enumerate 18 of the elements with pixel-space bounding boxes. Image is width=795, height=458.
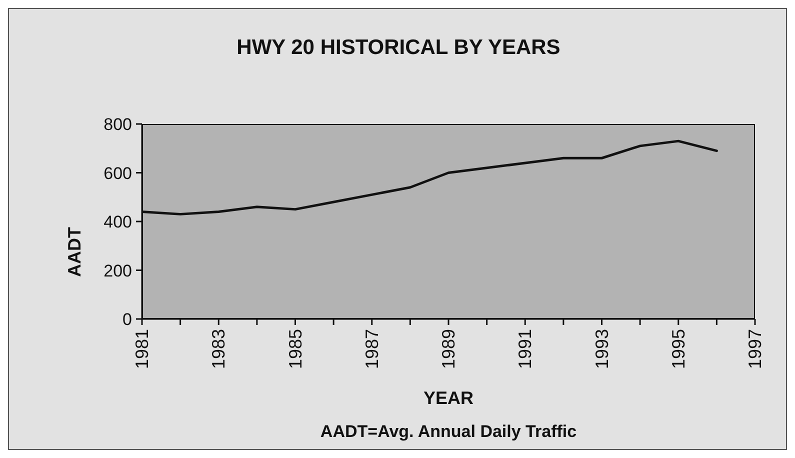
x-tick-label: 1987: [362, 329, 382, 370]
x-tick-label: 1989: [438, 329, 458, 370]
chart-title: HWY 20 HISTORICAL BY YEARS: [236, 36, 562, 60]
x-axis-title: YEAR: [422, 388, 474, 409]
x-tick-label: 1993: [592, 329, 612, 370]
x-tick-label: 1981: [132, 329, 152, 370]
x-tick-label: 1995: [668, 329, 688, 370]
text: AADT=Avg. Annual Daily Traffic: [319, 422, 578, 442]
x-tick-label: 1991: [515, 329, 536, 370]
x-tick-label: 1997: [745, 329, 765, 370]
y-tick-label: 400: [104, 212, 132, 232]
x-tick-label: 1983: [208, 329, 229, 370]
y-tick-label: 600: [104, 164, 132, 183]
x-tick-label: 1985: [285, 329, 306, 370]
y-tick-label: 0: [122, 310, 132, 330]
y-axis-title: AADT: [64, 227, 86, 277]
y-tick-label: 200: [104, 261, 132, 280]
y-tick-label: 800: [104, 115, 132, 134]
